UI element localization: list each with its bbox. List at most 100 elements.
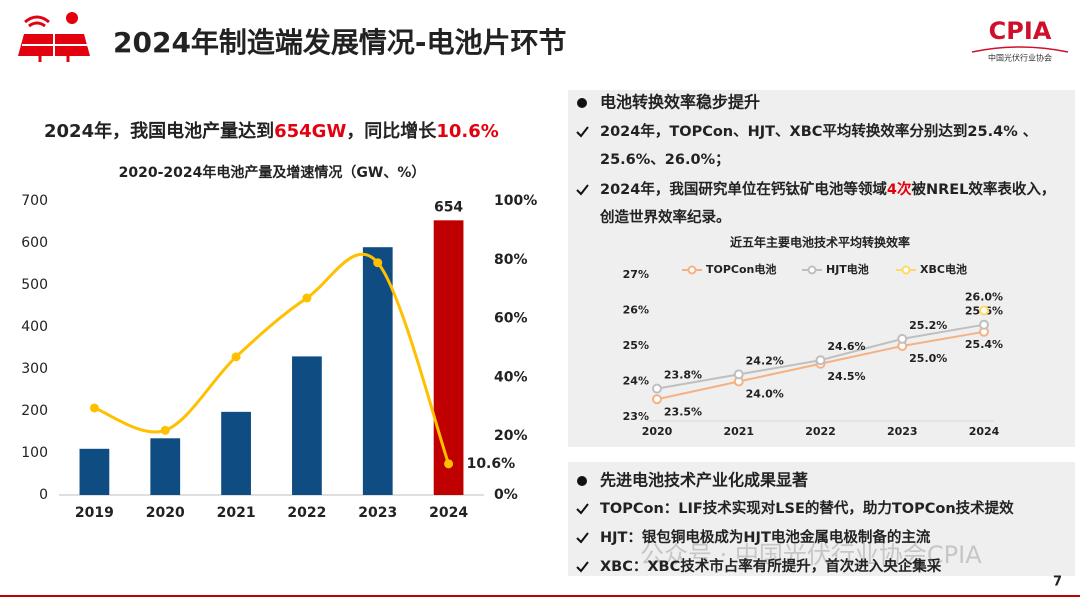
x-tick-label: 2020 (642, 425, 673, 438)
legend-label: XBC电池 (920, 262, 967, 276)
x-tick-label: 2024 (429, 505, 468, 521)
point (979, 305, 989, 316)
data-label: 24.5% (827, 370, 865, 383)
point (373, 258, 383, 268)
check-icon (576, 126, 589, 138)
y-tick-label: 400 (21, 319, 48, 335)
point (302, 293, 312, 303)
bullet-text: 25.6%、26.0%； (600, 152, 730, 168)
bullet (577, 476, 587, 486)
bar (433, 220, 464, 495)
legend-label: HJT电池 (826, 262, 869, 276)
logo-arc (971, 46, 1069, 53)
x-tick-label: 2024 (969, 425, 1000, 438)
data-label: 26.0% (965, 291, 1003, 304)
check-icon (576, 561, 589, 573)
bullet-text: 创造世界效率纪录。 (599, 208, 731, 226)
chart-title: 近五年主要电池技术平均转换效率 (730, 235, 910, 250)
text-run: ，同比增长 (346, 120, 437, 142)
text-run: HJT：银包铜电极成为HJT电池金属电极制备的主流 (600, 528, 931, 546)
bullet-text: XBC：XBC技术市占率有所提升，首次进入央企集采 (600, 557, 942, 575)
y-tick-label: 27% (623, 268, 649, 281)
text-run: 25.6%、26.0%； (600, 152, 730, 168)
text-run: 被NREL效率表收入， (911, 180, 1055, 198)
watermark: 公众号 · 中国光伏行业协会CPIA (640, 541, 982, 569)
slide-title: 2024年制造端发展情况-电池片环节 (113, 26, 567, 59)
check-icon (576, 184, 589, 196)
section-heading: 电池转换效率稳步提升 (600, 93, 760, 112)
bullet (577, 98, 587, 108)
x-tick-label: 2022 (805, 425, 836, 438)
y2-tick-label: 0% (494, 487, 518, 503)
data-label: 23.8% (664, 369, 702, 382)
data-label: 10.6% (467, 456, 516, 472)
headline: 2024年，我国电池产量达到654GW，同比增长10.6% (44, 120, 499, 142)
data-label: 25.0% (909, 352, 947, 365)
point (160, 425, 170, 435)
data-label: 24.2% (746, 354, 784, 367)
bar (79, 448, 110, 495)
bullet-text: 2024年，TOPCon、HJT、XBC平均转换效率分别达到25.4% 、 (600, 122, 1037, 140)
check-icon (576, 532, 589, 544)
y-tick-label: 23% (623, 410, 649, 423)
panel (568, 462, 1075, 576)
data-label: 25.4% (965, 338, 1003, 351)
legend-marker (687, 265, 697, 275)
x-tick-label: 2023 (887, 425, 918, 438)
logo: CPIA (989, 17, 1052, 45)
chart-title: 2020-2024年电池产量及增速情况（GW、%） (119, 164, 426, 181)
y2-tick-label: 60% (494, 311, 528, 327)
check-icon (576, 503, 589, 515)
y2-tick-label: 20% (494, 428, 528, 444)
bullet-text: 2024年，我国研究单位在钙钛矿电池等领域4次被NREL效率表收入， (600, 180, 1055, 198)
y-tick-label: 26% (623, 304, 649, 317)
point (897, 333, 908, 344)
y2-tick-label: 40% (494, 369, 528, 385)
text-run: 4次 (887, 180, 912, 198)
y2-tick-label: 100% (494, 193, 537, 209)
bar (150, 438, 181, 495)
data-label: 24.6% (827, 340, 865, 353)
text-run: 创造世界效率纪录。 (599, 208, 731, 226)
bar (221, 411, 251, 495)
header-icon (18, 12, 90, 62)
point (444, 459, 454, 469)
text-run: 10.6% (436, 121, 498, 142)
point (733, 369, 744, 380)
y2-tick-label: 80% (494, 252, 528, 268)
bar (292, 356, 322, 495)
point (979, 319, 989, 330)
y-tick-label: 24% (623, 375, 649, 388)
x-tick-label: 2019 (75, 505, 114, 521)
y-tick-label: 500 (21, 277, 48, 293)
y-tick-label: 700 (21, 193, 48, 209)
point (815, 355, 826, 366)
text-run: XBC：XBC技术市占率有所提升，首次进入央企集采 (600, 557, 942, 575)
x-tick-label: 2022 (287, 505, 326, 521)
y-tick-label: 200 (21, 403, 48, 419)
y-tick-label: 100 (21, 445, 48, 461)
section-heading: 先进电池技术产业化成果显著 (600, 471, 808, 490)
logo-subtitle: 中国光伏行业协会 (988, 53, 1052, 63)
data-label: 25.2% (909, 319, 947, 332)
y-tick-label: 25% (623, 339, 649, 352)
text-run: 2024年，我国研究单位在钙钛矿电池等领域 (600, 180, 887, 198)
text-run: 2024年，我国电池产量达到 (44, 120, 274, 142)
legend-label: TOPCon电池 (706, 262, 776, 276)
data-label: 654 (434, 199, 463, 215)
bullet-text: HJT：银包铜电极成为HJT电池金属电极制备的主流 (600, 528, 931, 546)
point (231, 352, 241, 362)
text-run: TOPCon：LIF技术实现对LSE的替代，助力TOPCon技术提效 (600, 499, 1014, 517)
bullet-text: TOPCon：LIF技术实现对LSE的替代，助力TOPCon技术提效 (600, 499, 1014, 517)
point (652, 383, 662, 394)
point (652, 394, 662, 405)
x-tick-label: 2020 (146, 505, 185, 521)
legend-marker (807, 265, 817, 275)
data-label: 23.5% (664, 405, 702, 418)
page-number: 7 (1053, 575, 1062, 590)
bar (362, 247, 393, 495)
data-label: 24.0% (746, 388, 784, 401)
point (89, 403, 99, 413)
x-tick-label: 2021 (217, 505, 256, 521)
